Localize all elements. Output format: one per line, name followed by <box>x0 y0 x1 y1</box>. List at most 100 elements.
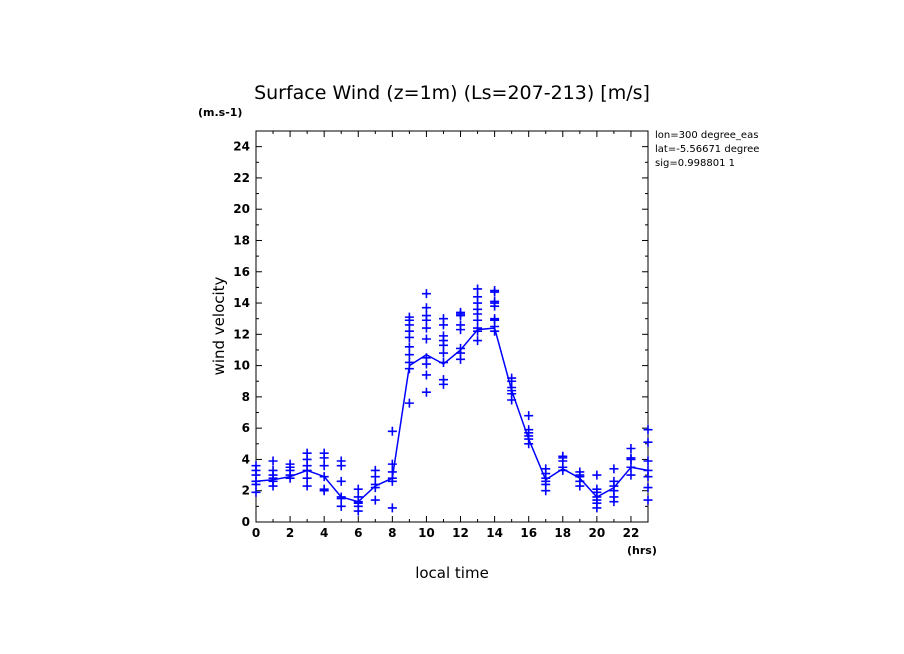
y-tick-label: 22 <box>233 171 250 185</box>
y-axis-label: wind velocity <box>210 276 228 375</box>
data-point-plus <box>626 453 636 463</box>
plot-area <box>251 284 653 516</box>
data-point-plus <box>387 467 397 477</box>
data-point-plus <box>353 498 363 508</box>
data-point-plus <box>575 467 585 477</box>
chart-title: Surface Wind (z=1m) (Ls=207-213) [m/s] <box>254 82 650 104</box>
data-point-plus <box>438 357 448 367</box>
data-point-plus <box>541 464 551 474</box>
data-point-plus <box>387 503 397 513</box>
annotation-lat: lat=-5.56671 degree <box>655 144 759 155</box>
data-point-plus <box>387 459 397 469</box>
data-point-plus <box>421 387 431 397</box>
data-point-plus <box>438 375 448 385</box>
data-point-plus <box>268 456 278 466</box>
data-point-plus <box>421 370 431 380</box>
data-point-plus <box>336 476 346 486</box>
data-point-plus <box>626 462 636 472</box>
x-axis-label: local time <box>415 564 489 582</box>
data-point-plus <box>319 484 329 494</box>
data-point-plus <box>438 314 448 324</box>
data-point-plus <box>473 336 483 346</box>
x-tick-label: 4 <box>320 526 328 540</box>
data-point-plus <box>319 448 329 458</box>
data-point-plus <box>336 501 346 511</box>
data-point-plus <box>524 411 534 421</box>
data-point-plus <box>285 470 295 480</box>
data-point-plus <box>421 353 431 363</box>
data-point-plus <box>319 472 329 482</box>
data-point-plus <box>319 461 329 471</box>
data-point-plus <box>421 303 431 313</box>
data-point-plus <box>490 314 500 324</box>
data-point-plus <box>609 476 619 486</box>
y-tick-label: 4 <box>242 452 250 466</box>
data-point-plus <box>251 461 261 471</box>
data-point-plus <box>438 348 448 358</box>
data-point-plus <box>592 484 602 494</box>
data-point-plus <box>626 443 636 453</box>
x-tick-label: 6 <box>354 526 362 540</box>
data-point-plus <box>558 451 568 461</box>
data-point-plus <box>456 307 466 317</box>
data-point-plus <box>490 286 500 296</box>
data-point-plus <box>336 494 346 504</box>
y-tick-label: 6 <box>242 421 250 435</box>
data-point-plus <box>456 343 466 353</box>
data-point-plus <box>285 459 295 469</box>
x-tick-label: 8 <box>388 526 396 540</box>
y-tick-label: 20 <box>233 202 250 216</box>
x-tick-label: 0 <box>252 526 260 540</box>
data-point-plus <box>421 311 431 321</box>
data-point-plus <box>473 323 483 333</box>
data-point-plus <box>592 470 602 480</box>
data-point-plus <box>302 481 312 491</box>
data-point-plus <box>421 289 431 299</box>
y-tick-label: 8 <box>242 390 250 404</box>
x-tick-label: 14 <box>486 526 503 540</box>
x-tick-label: 12 <box>452 526 469 540</box>
data-point-plus <box>473 292 483 302</box>
data-point-plus <box>626 470 636 480</box>
y-tick-label: 14 <box>233 296 250 310</box>
y-unit-label: (m.s-1) <box>198 106 242 119</box>
data-point-plus <box>404 357 414 367</box>
data-point-plus <box>404 312 414 322</box>
x-tick-label: 2 <box>286 526 294 540</box>
x-tick-label: 18 <box>554 526 571 540</box>
data-point-plus <box>370 495 380 505</box>
data-point-plus <box>421 323 431 333</box>
y-tick-label: 24 <box>233 140 250 154</box>
data-point-plus <box>370 479 380 489</box>
data-point-plus <box>251 479 261 489</box>
data-point-plus <box>421 334 431 344</box>
y-tick-label: 12 <box>233 327 250 341</box>
data-point-plus <box>302 473 312 483</box>
data-point-plus <box>643 456 653 466</box>
data-point-plus <box>404 350 414 360</box>
data-point-plus <box>370 465 380 475</box>
y-tick-label: 2 <box>242 484 250 498</box>
data-point-plus <box>251 487 261 497</box>
data-point-plus <box>507 373 517 383</box>
data-point-plus <box>404 342 414 352</box>
data-point-plus <box>353 484 363 494</box>
x-tick-label: 20 <box>589 526 606 540</box>
data-point-plus <box>643 495 653 505</box>
plot-frame <box>255 130 649 523</box>
data-point-plus <box>524 425 534 435</box>
x-tick-label: 22 <box>623 526 640 540</box>
annotation-lon: lon=300 degree_eas <box>655 130 758 141</box>
y-tick-label: 18 <box>233 233 250 247</box>
data-point-plus <box>302 448 312 458</box>
data-point-plus <box>268 465 278 475</box>
data-point-plus <box>456 320 466 330</box>
data-point-plus <box>268 473 278 483</box>
x-unit-label: (hrs) <box>627 544 657 557</box>
x-tick-label: 16 <box>520 526 537 540</box>
data-point-plus <box>643 465 653 475</box>
y-tick-label: 0 <box>242 515 250 529</box>
data-point-plus <box>404 398 414 408</box>
